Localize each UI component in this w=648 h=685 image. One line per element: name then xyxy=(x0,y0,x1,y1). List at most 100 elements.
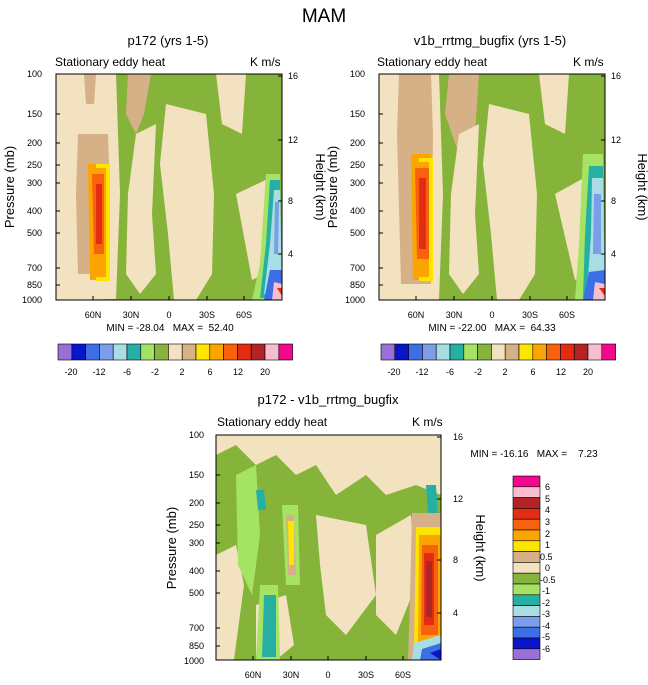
height-tick-label: 4 xyxy=(288,249,293,259)
y-axis-label: Pressure (mb) xyxy=(164,507,179,589)
panel-title: p172 (yrs 1-5) xyxy=(128,33,209,48)
panel-subtitle: Stationary eddy heat xyxy=(55,55,166,69)
x-tick-label: 30N xyxy=(123,310,140,320)
y-axis-right-label: Height (km) xyxy=(313,153,328,220)
labelbar-swatch xyxy=(560,343,575,361)
y-axis-label: Pressure (mb) xyxy=(2,146,17,228)
labelbar-label: -12 xyxy=(415,367,428,377)
min-max-label: MIN = -28.04 MAX = 52.40 xyxy=(106,323,234,334)
labelbar-swatch xyxy=(237,343,252,361)
labelbar-swatch xyxy=(209,343,224,361)
color-labelbar-vertical xyxy=(512,475,541,660)
y-tick-label: 150 xyxy=(350,109,365,119)
labelbar-label: 0 xyxy=(545,563,550,573)
labelbar-swatch xyxy=(512,497,541,509)
labelbar-label: 6 xyxy=(207,367,212,377)
figure-title: MAM xyxy=(302,6,346,27)
contour-field xyxy=(56,74,282,300)
y-tick-label: 700 xyxy=(189,623,204,633)
min-max-label: MIN = -22.00 MAX = 64.33 xyxy=(428,323,556,334)
panel-units: K m/s xyxy=(412,415,443,429)
height-tick-label: 12 xyxy=(453,494,463,504)
labelbar-swatch xyxy=(512,648,541,660)
labelbar-swatch xyxy=(463,343,478,361)
labelbar-swatch xyxy=(422,343,437,361)
height-tick-label: 8 xyxy=(611,196,616,206)
labelbar-swatch xyxy=(435,343,451,361)
labelbar-swatch xyxy=(512,605,541,617)
labelbar-swatch xyxy=(394,343,409,361)
height-tick-label: 16 xyxy=(288,71,298,81)
x-tick-label: 30N xyxy=(283,670,300,680)
labelbar-swatch xyxy=(477,343,492,361)
x-tick-label: 60S xyxy=(236,310,252,320)
labelbar-swatch xyxy=(250,343,266,361)
labelbar-label: -0.5 xyxy=(540,575,556,585)
labelbar-label: 2 xyxy=(545,529,550,539)
y-tick-label: 400 xyxy=(189,566,204,576)
height-tick-label: 8 xyxy=(288,196,293,206)
labelbar-swatch xyxy=(587,343,603,361)
y-tick-label: 300 xyxy=(27,178,42,188)
labelbar-swatch xyxy=(140,343,155,361)
labelbar-label: 2 xyxy=(179,367,184,377)
labelbar-swatch xyxy=(278,343,293,361)
labelbar-swatch xyxy=(512,637,541,650)
y-axis-left: 100 150 200 250 300 400 500 700 850 1000… xyxy=(164,430,220,666)
x-tick-label: 60S xyxy=(395,670,411,680)
labelbar-swatch xyxy=(504,343,520,361)
labelbar-label: -4 xyxy=(542,621,550,631)
y-tick-label: 400 xyxy=(350,206,365,216)
labelbar-label: 12 xyxy=(233,367,243,377)
labelbar-swatch xyxy=(181,343,197,361)
panel-title: p172 - v1b_rrtmg_bugfix xyxy=(258,392,399,407)
y-tick-label: 1000 xyxy=(345,295,365,305)
x-axis: 60N 30N 0 30S 60S xyxy=(245,656,411,680)
labelbar-swatch xyxy=(71,343,86,361)
labelbar-label: -20 xyxy=(387,367,400,377)
labelbar-swatch xyxy=(532,343,547,361)
labelbar-label: -6 xyxy=(123,367,131,377)
y-tick-label: 100 xyxy=(27,69,42,79)
labelbar-swatch xyxy=(99,343,114,361)
x-tick-label: 0 xyxy=(489,310,494,320)
labelbar-swatch xyxy=(57,343,73,361)
labelbar-swatch xyxy=(380,343,396,361)
labelbar-swatch xyxy=(546,343,561,361)
y-axis-right: 16 12 8 4 Height (km) xyxy=(437,432,488,618)
labelbar-labels: -20 -12 -6 -2 2 6 12 20 xyxy=(387,367,593,377)
panel-subtitle: Stationary eddy heat xyxy=(377,55,488,69)
x-tick-label: 0 xyxy=(166,310,171,320)
x-axis: 60N 30N 0 30S 60S xyxy=(408,296,575,320)
x-tick-label: 60S xyxy=(559,310,575,320)
labelbar-swatch xyxy=(601,343,616,361)
labelbar-label: 2 xyxy=(502,367,507,377)
panel-units: K m/s xyxy=(250,55,281,69)
labelbar-swatch xyxy=(512,540,541,552)
labelbar-label: -2 xyxy=(542,598,550,608)
labelbar-swatch xyxy=(512,572,541,585)
labelbar-swatch xyxy=(126,343,142,361)
labelbar-label: -3 xyxy=(542,609,550,619)
panel-diff: p172 - v1b_rrtmg_bugfix Stationary eddy … xyxy=(164,392,598,680)
panel-subtitle: Stationary eddy heat xyxy=(217,415,328,429)
y-tick-label: 300 xyxy=(350,178,365,188)
labelbar-label: -20 xyxy=(64,367,77,377)
x-tick-label: 30S xyxy=(358,670,374,680)
labelbar-label: -1 xyxy=(542,586,550,596)
labelbar-swatch xyxy=(512,486,541,498)
y-axis-left: 100 150 200 250 300 400 500 700 850 1000… xyxy=(325,69,383,305)
y-tick-label: 250 xyxy=(189,520,204,530)
labelbar-label: -12 xyxy=(92,367,105,377)
height-tick-label: 16 xyxy=(453,432,463,442)
labelbar-swatch xyxy=(85,343,100,361)
labelbar-label: -6 xyxy=(542,644,550,654)
labelbar-label: 12 xyxy=(556,367,566,377)
labelbar-swatch xyxy=(512,518,541,531)
labelbar-label: -2 xyxy=(151,367,159,377)
height-tick-label: 16 xyxy=(611,71,621,81)
y-tick-label: 300 xyxy=(189,538,204,548)
labelbar-label: 20 xyxy=(583,367,593,377)
height-tick-label: 8 xyxy=(453,555,458,565)
